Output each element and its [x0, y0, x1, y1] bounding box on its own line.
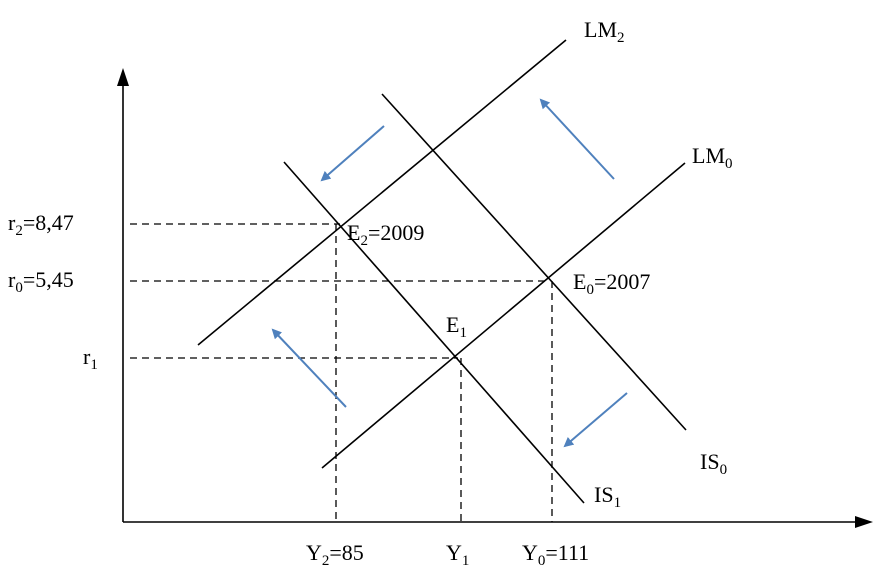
is1-curve: [283, 161, 585, 504]
r2-label: r2=8,47: [8, 210, 74, 239]
e2-label: E2=2009: [347, 220, 424, 249]
is1-label: IS1: [594, 482, 621, 511]
y0-label: Y0=111: [522, 540, 589, 569]
r1-label: r1: [83, 344, 98, 373]
y2-label: Y2=85: [306, 540, 364, 569]
e0-label: E0=2007: [573, 269, 650, 298]
shift-arrow-top-left: [320, 125, 385, 182]
x-axis-arrowhead: [855, 516, 873, 528]
shift-arrows: [271, 98, 628, 448]
axes: [117, 68, 873, 528]
lm0-label: LM0: [692, 143, 733, 172]
r0-label: r0=5,45: [8, 267, 74, 296]
y1-label: Y1: [446, 540, 469, 569]
curves: [197, 39, 687, 504]
is0-curve: [381, 93, 687, 431]
is0-label: IS0: [700, 449, 727, 478]
lm2-label: LM2: [584, 17, 625, 46]
shift-arrow-bottom-right: [563, 392, 628, 448]
lm2-curve: [197, 39, 567, 346]
y-axis-arrowhead: [117, 68, 129, 86]
guide-lines: [130, 223, 553, 522]
shift-arrow-top-right: [539, 98, 615, 180]
shift-arrow-bottom-left: [271, 328, 347, 408]
e1-label: E1: [446, 312, 467, 341]
lm0-curve: [321, 162, 686, 469]
